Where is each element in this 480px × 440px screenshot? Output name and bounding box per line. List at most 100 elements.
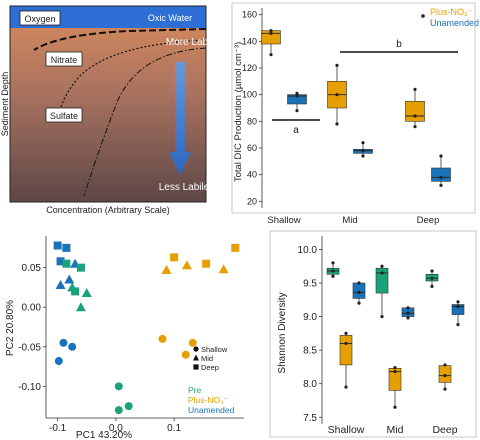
point-mean-plus-no-deep: [413, 114, 417, 118]
panel-c-ylabel: PC2 20.80%: [5, 300, 16, 356]
legend-color-pre: Pre: [188, 385, 202, 395]
point-max-unamended-mid: [406, 306, 410, 310]
point-max-unamended-shallow: [295, 91, 299, 95]
x-tick-label-0: 0.0: [109, 423, 123, 434]
legend-shape-mid: [193, 354, 199, 361]
pca-point-plus-no-shallow-25: [181, 350, 190, 359]
pca-point-pre-shallow-17: [124, 402, 133, 411]
panel-b-frame: [231, 2, 476, 214]
box-plus-no-shallow: [339, 335, 353, 366]
legend-shape-deep: [193, 364, 199, 370]
point-max-unamended-deep: [439, 154, 443, 158]
sediment-area: [10, 6, 206, 202]
x-tick-label-0.1: 0.1: [167, 423, 181, 434]
pca-point-unamended-shallow-8: [68, 342, 77, 351]
pca-point-plus-no-mid-21: [161, 265, 172, 275]
point-max-pre-mid: [380, 264, 384, 268]
y-tick-label-9.5: 9.5: [303, 279, 317, 290]
x-tick-label--0.1: -0.1: [49, 423, 67, 434]
point-min-unamended-deep: [439, 183, 443, 187]
pca-point-plus-no-deep-20: [202, 259, 211, 268]
point-min-plus-no-deep: [443, 387, 447, 391]
y-tick-label-60: 60: [247, 143, 257, 153]
pca-point-unamended-deep-0: [53, 241, 62, 250]
oxic-water-label: Oxic Water: [148, 13, 192, 23]
pca-point-unamended-shallow-7: [54, 357, 63, 366]
y-tick-label-140: 140: [242, 36, 257, 46]
point-min-unamended-shallow: [295, 109, 299, 113]
legend-plus-no3: Plus-NO₃⁻: [430, 7, 473, 17]
x-category-shallow: Shallow: [267, 215, 300, 226]
y-tick-label-80: 80: [247, 116, 257, 126]
point-max-pre-deep: [430, 269, 434, 273]
x-category-deep: Deep: [417, 215, 440, 226]
box-unamended-shallow: [352, 282, 366, 299]
y-tick-label-120: 120: [242, 63, 257, 73]
box-pre-mid: [375, 267, 389, 294]
point-mean-plus-no-shallow: [344, 341, 348, 346]
legend-label-deep: Deep: [201, 363, 219, 372]
sulfate-label: Sulfate: [50, 111, 78, 121]
panel-b-ylabel: Total DIC Production (µmol cm⁻³): [233, 42, 244, 182]
legend-label-shallow: Shallow: [201, 345, 228, 354]
point-max-plus-no-shallow: [344, 331, 348, 335]
y-tick-label--0.1: -0.10: [18, 382, 41, 393]
less-labile-text: Less Labile: [159, 182, 210, 193]
panel-a-xlabel: Concentration (Arbitrary Scale): [46, 205, 170, 215]
panel-d-shannon-boxplot: Shannon Diversity 7.5 8.0 8.5 9.0 9.5 10.0 Sha…: [269, 230, 477, 438]
nitrate-label: Nitrate: [51, 55, 78, 65]
panel-d-ylabel: Shannon Diversity: [277, 292, 288, 373]
legend-shape-shallow: [193, 346, 199, 352]
point-max-unamended-mid: [361, 141, 365, 145]
box-unamended-deep: [451, 304, 465, 315]
point-mean-plus-no-shallow: [269, 31, 273, 35]
point-mean-unamended-deep: [439, 175, 443, 179]
legend-unamended: Unamended: [430, 18, 479, 28]
x-category-deep: Deep: [432, 424, 457, 436]
point-max-plus-no-shallow: [269, 29, 273, 33]
point-min-plus-no-shallow: [344, 385, 348, 389]
panel-a-ylabel: Sediment Depth: [0, 72, 10, 137]
point-min-plus-no-deep: [413, 125, 417, 129]
point-min-pre-shallow: [331, 274, 335, 278]
oxygen-label: Oxygen: [24, 14, 55, 24]
pca-point-plus-no-deep-18: [231, 243, 240, 252]
y-tick-label-0: 0.00: [22, 303, 42, 314]
sulfate-profile-line: [83, 47, 207, 197]
point-min-plus-no-mid: [393, 405, 397, 409]
more-labile-label: More Labile: [166, 37, 219, 48]
point-min-unamended-shallow: [357, 301, 361, 305]
y-tick-label-100: 100: [242, 90, 257, 100]
pca-point-plus-no-shallow-24: [158, 334, 167, 343]
x-category-mid: Mid: [387, 424, 404, 436]
y-tick-label-10: 10.0: [298, 245, 318, 256]
less-labile-label: Less Labile: [159, 182, 210, 193]
point-min-unamended-mid: [361, 154, 365, 158]
panel-d-frame: [269, 230, 477, 438]
point-min-pre-mid: [380, 314, 384, 319]
pca-point-unamended-mid-4: [55, 280, 66, 290]
pca-point-pre-deep-9: [62, 259, 71, 268]
point-max-unamended-shallow: [357, 281, 361, 285]
pca-point-unamended-mid-5: [64, 274, 75, 284]
pca-point-pre-mid-12: [67, 282, 78, 292]
point-min-plus-no-mid: [335, 122, 339, 126]
panel-b-dic-boxplot: Total DIC Production (µmol cm⁻³) 20 40 60 8…: [231, 2, 479, 226]
panel-c-xlabel: PC1 43.20%: [76, 430, 132, 440]
panel-c-pca-scatter: PC2 20.80% PC1 43.20% -0.10 -0.05 0.00 0.05…: [5, 236, 244, 440]
point-mean-pre-shallow: [331, 269, 335, 273]
box-unamended-deep: [431, 167, 451, 182]
pca-point-plus-no-mid-23: [218, 264, 229, 274]
point-mean-unamended-mid: [361, 149, 365, 153]
pca-point-plus-no-mid-22: [181, 260, 192, 270]
point-min-plus-no-shallow: [269, 53, 273, 57]
point-mean-plus-no-mid: [393, 370, 397, 374]
point-min-unamended-deep: [456, 323, 460, 327]
x-category-mid: Mid: [342, 215, 357, 226]
y-tick-label-8.5: 8.5: [303, 346, 317, 357]
legend-marker: [421, 14, 425, 18]
point-mean-plus-no-deep: [443, 374, 447, 378]
sig-label-a: a: [293, 125, 299, 136]
box-plus-no-deep: [438, 365, 452, 383]
